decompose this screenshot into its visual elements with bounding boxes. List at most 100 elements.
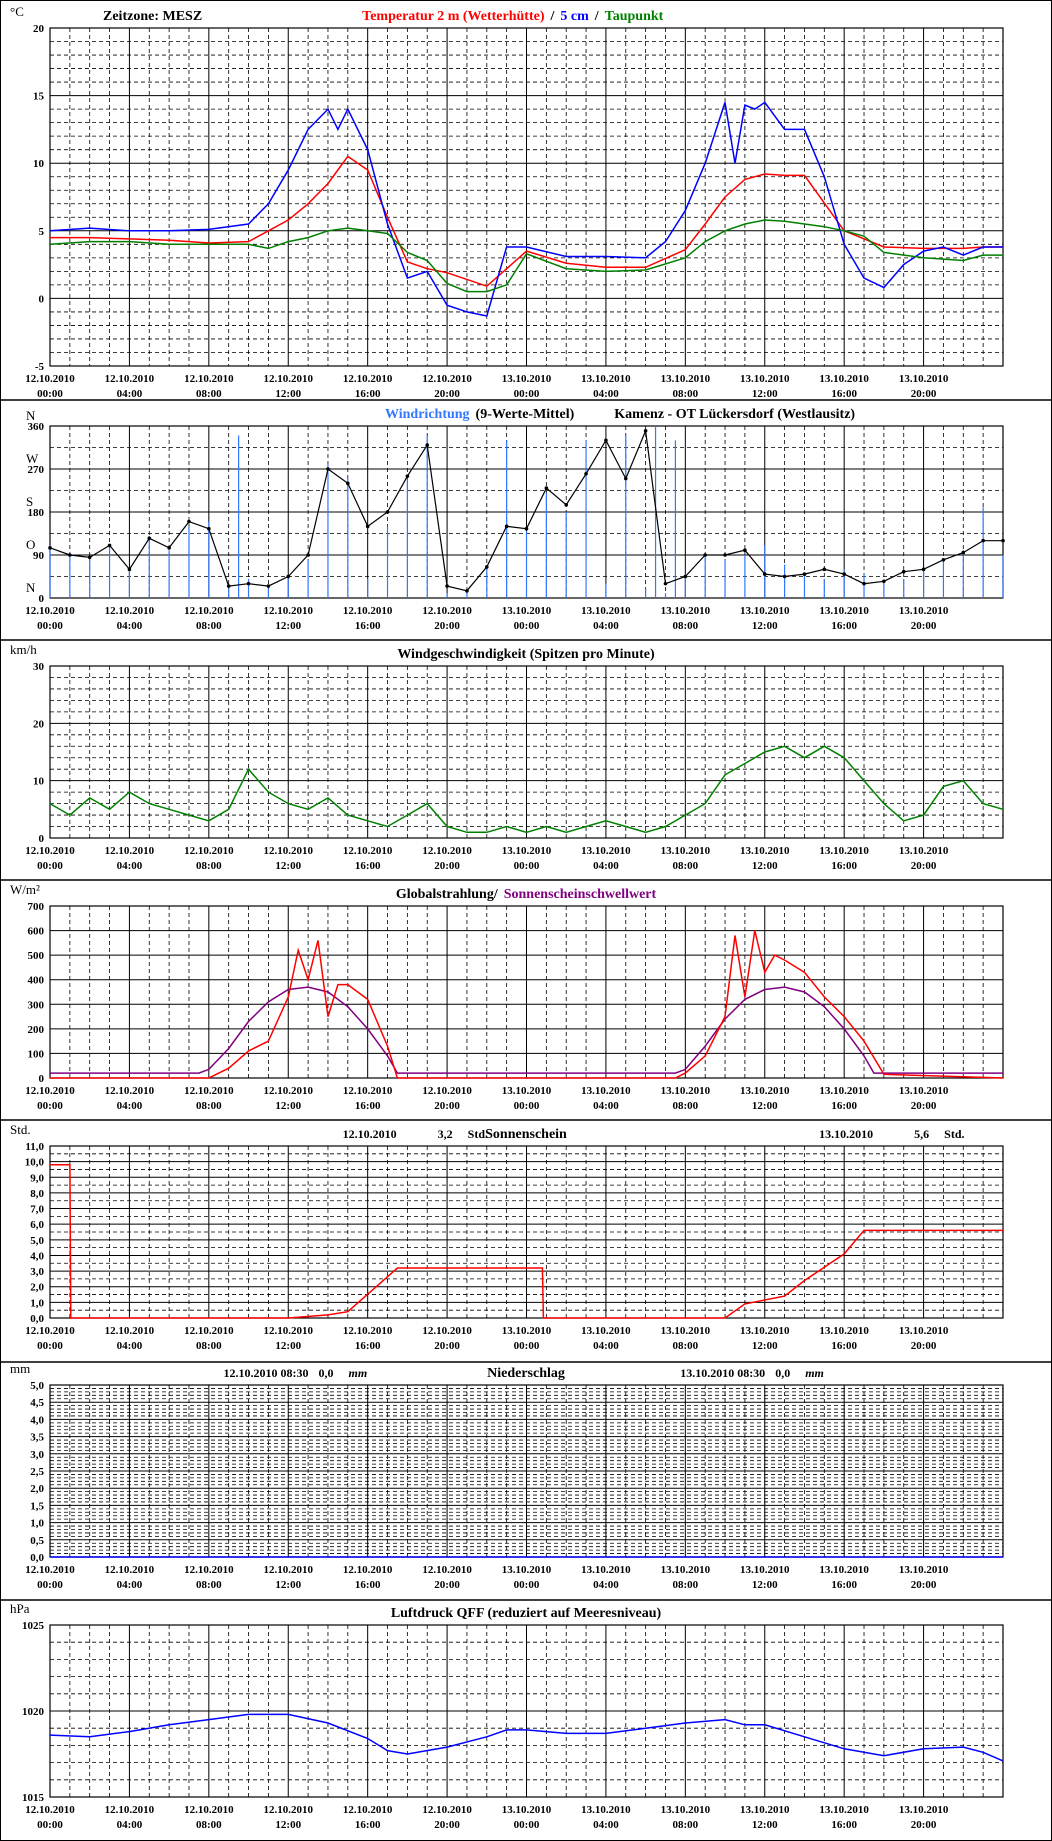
x-tick-date: 12.10.2010 [25, 1085, 75, 1097]
x-tick-time: 20:00 [911, 860, 937, 872]
x-tick-date: 13.10.2010 [502, 1325, 552, 1337]
x-tick-time: 20:00 [434, 1100, 460, 1112]
x-tick-time: 04:00 [593, 1819, 619, 1831]
x-tick-date: 13.10.2010 [581, 845, 631, 857]
x-tick-date: 13.10.2010 [502, 605, 552, 617]
x-tick-date: 12.10.2010 [343, 373, 393, 385]
y-tick-label: 1,0 [30, 1518, 44, 1530]
x-tick-time: 04:00 [117, 388, 143, 400]
panel-title: Niederschlag [487, 1366, 565, 1381]
panel-precipitation: 0,00,51,01,52,02,53,03,54,04,55,0mm Niede… [10, 1361, 1004, 1591]
x-tick-time: 20:00 [911, 1579, 937, 1591]
x-tick-date: 12.10.2010 [422, 605, 472, 617]
y-tick-label: 400 [28, 975, 45, 987]
y-tick-label: 8,0 [30, 1188, 44, 1200]
y-unit-label: mm [10, 1361, 30, 1376]
x-tick-time: 08:00 [672, 1100, 698, 1112]
x-tick-time: 12:00 [275, 620, 301, 632]
x-tick-time: 00:00 [514, 1340, 540, 1352]
x-tick-date: 13.10.2010 [899, 845, 949, 857]
y-tick-label: 4,0 [30, 1250, 44, 1262]
title-part: Taupunkt [605, 9, 664, 24]
x-tick-date: 13.10.2010 [581, 1325, 631, 1337]
x-tick-time: 08:00 [672, 1340, 698, 1352]
x-tick-date: 12.10.2010 [25, 1804, 75, 1816]
title-part: Globalstrahlung/ [396, 887, 499, 902]
x-tick-time: 12:00 [752, 1340, 778, 1352]
x-tick-time: 20:00 [911, 1819, 937, 1831]
y-tick-label: 7,0 [30, 1204, 44, 1216]
x-tick-date: 13.10.2010 [819, 1564, 869, 1576]
y-tick-label: 360 [28, 421, 45, 433]
x-tick-date: 13.10.2010 [581, 373, 631, 385]
y-tick-label: 1025 [22, 1620, 45, 1632]
x-tick-time: 04:00 [593, 620, 619, 632]
x-tick-date: 12.10.2010 [105, 1564, 155, 1576]
x-tick-date: 12.10.2010 [25, 605, 75, 617]
annotation-date: 13.10.2010 08:30 [680, 1366, 765, 1380]
x-tick-time: 08:00 [196, 1819, 222, 1831]
x-tick-time: 20:00 [434, 1340, 460, 1352]
x-tick-date: 13.10.2010 [661, 1804, 711, 1816]
x-tick-time: 08:00 [672, 1819, 698, 1831]
x-tick-date: 12.10.2010 [264, 605, 314, 617]
x-tick-date: 13.10.2010 [819, 1325, 869, 1337]
plot-frame [49, 665, 1004, 839]
series-line [49, 101, 1003, 317]
y-tick-label: 2,5 [30, 1466, 44, 1478]
x-tick-date: 12.10.2010 [422, 1085, 472, 1097]
panel-global-radiation: 0 100 200 300 400 500 600 700 W/m² Globalstrahlun… [10, 882, 1004, 1112]
x-tick-date: 12.10.2010 [105, 373, 155, 385]
x-tick-time: 00:00 [37, 1100, 63, 1112]
x-tick-date: 12.10.2010 [264, 1804, 314, 1816]
x-tick-time: 20:00 [911, 1100, 937, 1112]
x-tick-date: 12.10.2010 [184, 1325, 234, 1337]
x-tick-time: 16:00 [355, 620, 381, 632]
x-tick-time: 20:00 [911, 620, 937, 632]
x-tick-time: 04:00 [117, 1579, 143, 1591]
x-tick-date: 12.10.2010 [105, 1804, 155, 1816]
panel-title: Globalstrahlung/Sonnenscheinschwellwert [396, 887, 657, 902]
plot-frame [49, 1624, 1004, 1798]
plot-frame [49, 27, 1004, 367]
annotation-date: 12.10.2010 08:30 [224, 1366, 309, 1380]
x-tick-date: 12.10.2010 [264, 1325, 314, 1337]
y-tick-label: 20 [33, 718, 45, 730]
x-tick-date: 12.10.2010 [343, 605, 393, 617]
title-part: Temperatur 2 m (Wetterhütte) [362, 9, 545, 24]
x-tick-time: 12:00 [752, 1579, 778, 1591]
title-part: Windrichtung [385, 407, 470, 422]
y-tick-label: 20 [33, 23, 45, 35]
y-tick-label: 3,0 [30, 1449, 44, 1461]
y-tick-label: 4,5 [30, 1397, 44, 1409]
y-tick-label: 2,0 [30, 1483, 44, 1495]
y-tick-label: 5 [39, 226, 45, 238]
x-tick-date: 12.10.2010 [422, 1325, 472, 1337]
y-tick-label: 600 [28, 926, 45, 938]
y-tick-label: 300 [28, 999, 45, 1011]
title-part: Niederschlag [487, 1366, 565, 1381]
x-tick-date: 13.10.2010 [899, 1804, 949, 1816]
x-tick-date: 12.10.2010 [25, 845, 75, 857]
plot-frame [49, 1145, 1004, 1319]
x-tick-time: 12:00 [752, 388, 778, 400]
annotation-unit: mm [349, 1366, 368, 1380]
title-part: Kamenz - OT Lückersdorf (Westlausitz) [614, 407, 855, 422]
y-tick-label: 0 [39, 593, 45, 605]
x-tick-date: 13.10.2010 [740, 845, 790, 857]
x-tick-time: 04:00 [117, 1819, 143, 1831]
title-part: / [550, 9, 556, 24]
x-tick-time: 08:00 [196, 620, 222, 632]
x-tick-time: 00:00 [514, 1579, 540, 1591]
x-tick-time: 04:00 [117, 1340, 143, 1352]
y-unit-label: °C [10, 4, 24, 19]
y-tick-label: 0 [39, 293, 45, 305]
x-tick-time: 00:00 [37, 1819, 63, 1831]
x-tick-date: 13.10.2010 [661, 605, 711, 617]
x-tick-date: 12.10.2010 [343, 1085, 393, 1097]
x-tick-date: 12.10.2010 [105, 1085, 155, 1097]
series-line [49, 1713, 1004, 1762]
x-tick-time: 16:00 [831, 1340, 857, 1352]
y-tick-label: -5 [35, 361, 45, 373]
